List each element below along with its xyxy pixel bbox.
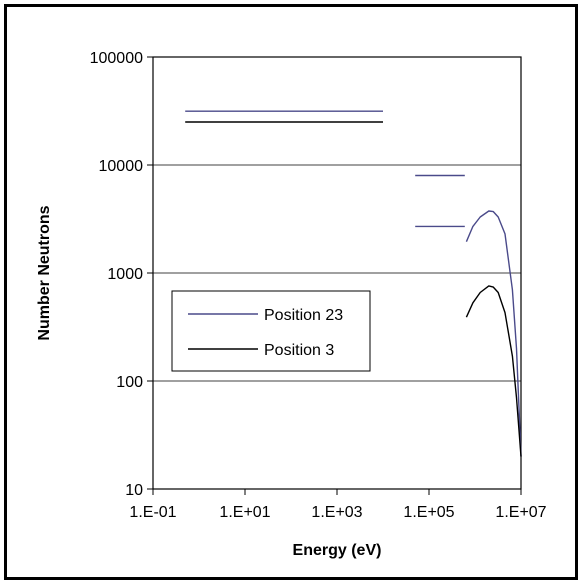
x-axis-ticks: 1.E-01 1.E+01 1.E+03 1.E+05 1.E+07 — [129, 489, 547, 521]
x-tick-label: 1.E+01 — [219, 504, 270, 521]
y-tick-label: 1000 — [107, 266, 143, 283]
legend-entry-label: Position 23 — [264, 307, 343, 324]
legend: Position 23 Position 3 — [171, 290, 371, 372]
y-tick-label: 100000 — [90, 50, 143, 67]
legend-box — [171, 290, 371, 372]
legend-entry-label: Position 3 — [264, 342, 334, 359]
y-tick-label: 100 — [116, 374, 143, 391]
y-axis-ticks: 100000 10000 1000 100 10 — [90, 50, 153, 499]
y-axis-label: Number Neutrons — [36, 205, 53, 340]
series-line-0-3 — [465, 210, 522, 457]
x-axis-label: Energy (eV) — [293, 542, 382, 559]
x-tick-label: 1.E+07 — [495, 504, 546, 521]
y-tick-label: 10000 — [99, 158, 144, 175]
x-tick-label: 1.E+03 — [311, 504, 362, 521]
chart-frame: 1.E-01 1.E+01 1.E+03 1.E+05 1.E+07 100000 100… — [4, 4, 578, 580]
series-0 — [185, 110, 522, 457]
line-chart: 1.E-01 1.E+01 1.E+03 1.E+05 1.E+07 100000100… — [36, 50, 547, 559]
series-line-1-1 — [465, 285, 522, 457]
series-1 — [185, 121, 522, 457]
series-group — [185, 110, 522, 457]
x-tick-label: 1.E+05 — [403, 504, 454, 521]
y-tick-label: 10 — [125, 482, 143, 499]
x-tick-label: 1.E-01 — [129, 504, 176, 521]
